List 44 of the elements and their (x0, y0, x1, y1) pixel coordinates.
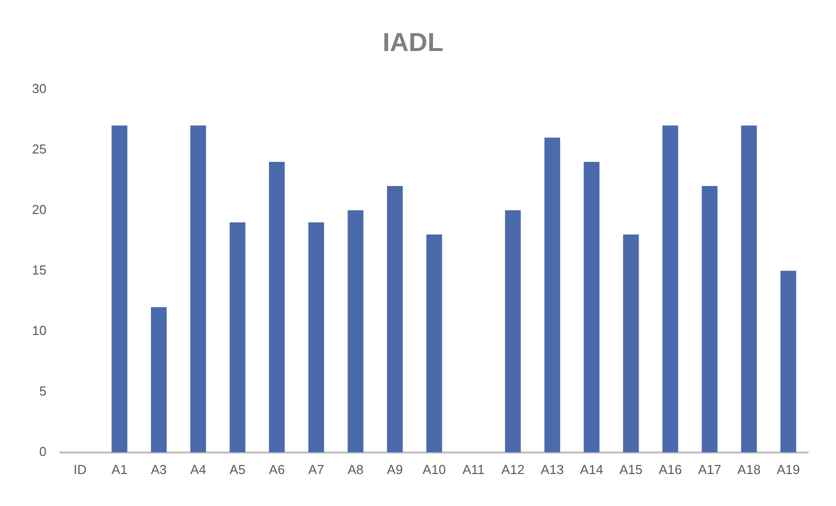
bar (702, 186, 718, 452)
x-tick-label: A10 (422, 462, 446, 477)
x-tick-label: A1 (112, 462, 128, 477)
y-tick-label: 25 (32, 141, 46, 156)
chart-title: IADL (382, 26, 444, 57)
x-tick-label: A12 (501, 462, 524, 477)
x-tick-label: A11 (462, 462, 485, 477)
y-tick-label: 15 (32, 262, 46, 278)
y-tick-label: 0 (39, 444, 46, 459)
x-tick-label: A19 (776, 462, 800, 477)
bar (150, 307, 167, 452)
x-tick-label: A5 (230, 462, 246, 477)
bar (387, 186, 403, 452)
bar (623, 234, 639, 452)
bar (662, 126, 678, 452)
bar (780, 270, 796, 452)
bar (348, 210, 364, 452)
x-tick-label: A16 (658, 462, 682, 477)
x-tick-label: ID (74, 462, 87, 477)
x-tick-label: A4 (190, 462, 206, 477)
y-tick-label: 10 (32, 322, 46, 338)
y-tick-label: 30 (32, 80, 46, 96)
bar (584, 162, 600, 452)
y-tick-label: 5 (39, 383, 46, 398)
x-tick-label: A13 (540, 462, 564, 477)
bar (230, 222, 246, 452)
x-tick-label: A3 (150, 462, 167, 477)
x-tick-label: A7 (308, 462, 324, 477)
x-tick-label: A14 (580, 462, 604, 477)
bar (190, 126, 206, 452)
x-tick-label: A8 (348, 462, 364, 477)
x-tick-label: A6 (268, 462, 285, 477)
bar (112, 126, 128, 452)
bar (544, 138, 560, 452)
bar (505, 210, 521, 452)
y-tick-label: 20 (32, 202, 46, 217)
bar (308, 222, 324, 452)
bar (426, 234, 442, 452)
x-tick-label: A17 (698, 462, 722, 477)
bar (268, 162, 285, 452)
x-tick-label: A18 (737, 462, 761, 477)
x-tick-label: A9 (386, 462, 403, 477)
bar (741, 126, 757, 452)
x-tick-label: A15 (619, 462, 643, 477)
